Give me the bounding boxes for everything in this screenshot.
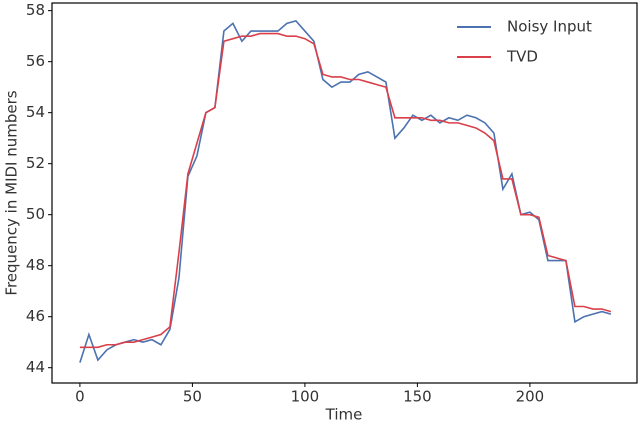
x-tick-label: 50 [183,388,202,406]
y-tick-label: 52 [26,154,45,172]
legend-label: TVD [506,48,538,66]
y-tick-label: 58 [26,1,45,19]
legend-label: Noisy Input [507,18,592,36]
series-line [79,32,612,349]
y-tick-label: 48 [26,256,45,274]
y-tick-label: 50 [26,205,45,223]
x-tick-label: 150 [403,388,432,406]
x-tick-label: 200 [516,388,545,406]
x-tick-label: 100 [291,388,320,406]
y-tick-label: 44 [26,358,45,376]
y-tick-label: 46 [26,307,45,325]
x-tick-label: 0 [75,388,85,406]
y-axis-label: Frequency in MIDI numbers [3,90,21,295]
plot-frame [51,2,638,384]
y-tick-label: 54 [26,103,45,121]
series-line [79,19,612,363]
y-tick-label: 56 [26,52,45,70]
x-axis-label: Time [325,406,363,424]
